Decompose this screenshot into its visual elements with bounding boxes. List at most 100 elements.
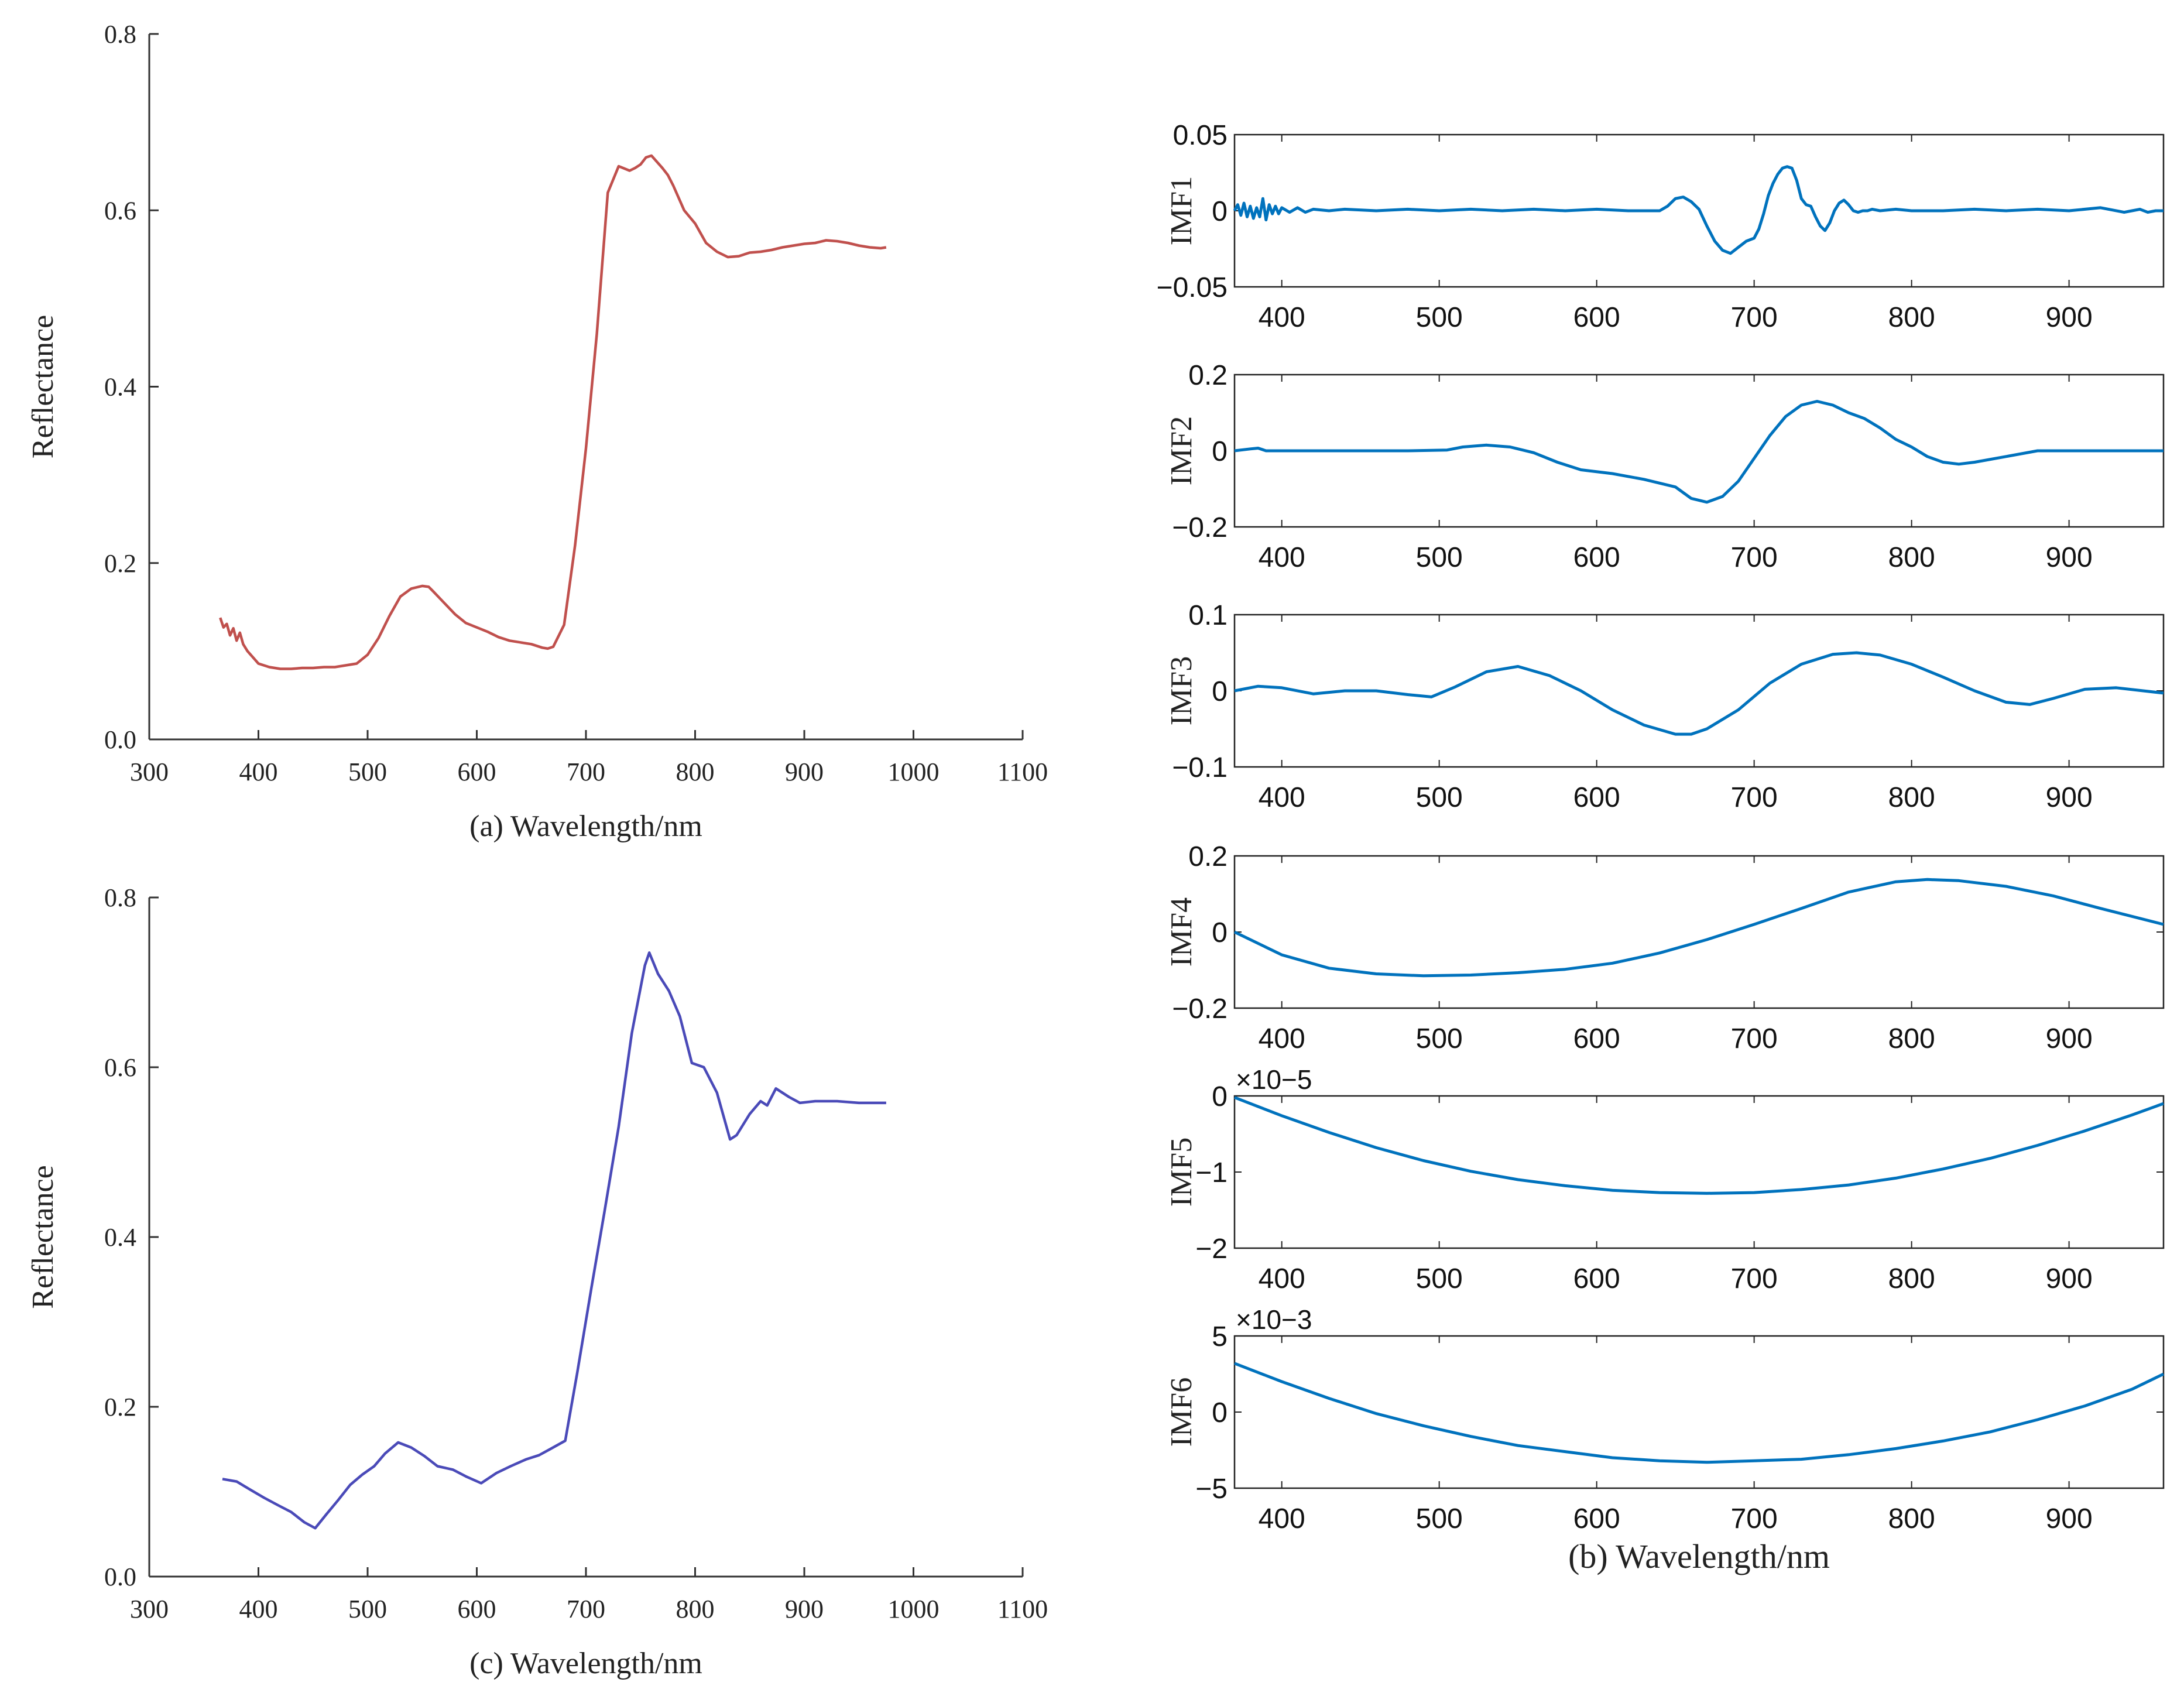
- x-tick-label: 700: [567, 758, 605, 786]
- imf-panel-6: 400 500 600 700 800 900 −5 0 5 IMF6 ×10−3: [1165, 1304, 2165, 1534]
- y-tick-label: 0.6: [104, 196, 136, 225]
- y-tick-label: −0.2: [1172, 512, 1228, 543]
- x-tick-label: 600: [458, 758, 496, 786]
- x-tick-label: 400: [1259, 782, 1305, 813]
- y-tick-label: 0.8: [104, 883, 136, 912]
- x-tick-label: 900: [2046, 1263, 2093, 1294]
- x-tick-label: 700: [1731, 542, 1778, 573]
- x-tick-label: 500: [348, 758, 387, 786]
- x-tick-label: 500: [1416, 302, 1463, 333]
- x-tick-label: 400: [1259, 302, 1305, 333]
- panel-frame: [1233, 1095, 2165, 1249]
- x-tick-label: 600: [1573, 1503, 1620, 1534]
- chart-c-reconstructed-reflectance: 300 400 500 600 700 800 900 1000 1100 0.0 0.2 0.4 0.…: [26, 883, 1048, 1680]
- y-tick-label: −5: [1195, 1474, 1228, 1505]
- imf-series-line: [1233, 878, 2164, 978]
- y-tick-label: 0: [1212, 917, 1228, 948]
- y-axis-title: Reflectance: [26, 315, 60, 458]
- x-tick-label: 600: [1573, 542, 1620, 573]
- y-tick-label: 0: [1212, 676, 1228, 707]
- x-tick-label: 800: [1888, 1023, 1935, 1054]
- y-tick-label: 0.05: [1173, 120, 1228, 151]
- x-axis-title: (a) Wavelength/nm: [469, 810, 702, 843]
- x-tick-label: 500: [1416, 1263, 1463, 1294]
- y-tick-label: 0.8: [104, 20, 136, 49]
- x-tick-label: 900: [2046, 1503, 2093, 1534]
- x-tick-label: 700: [1731, 1023, 1778, 1054]
- imf-panel-4: 400 500 600 700 800 900 −0.2 0 0.2 IMF4: [1165, 841, 2165, 1054]
- x-tick-label: 600: [1573, 782, 1620, 813]
- x-tick-label: 400: [1259, 542, 1305, 573]
- y-tick-label: −0.1: [1172, 752, 1228, 783]
- y-tick-label: −2: [1195, 1234, 1228, 1265]
- x-tick-label: 1100: [997, 1595, 1048, 1623]
- imf-series-line: [1234, 1096, 2164, 1195]
- imf-series-line: [1234, 1362, 2165, 1464]
- x-tick-label: 800: [1888, 1263, 1935, 1294]
- x-tick-label: 700: [1731, 1503, 1778, 1534]
- x-tick-label: 800: [1888, 782, 1935, 813]
- x-tick-label: 700: [1731, 782, 1778, 813]
- y-axis-title: Reflectance: [26, 1165, 60, 1308]
- y-tick-label: 0: [1212, 1397, 1228, 1428]
- x-tick-label: 500: [1416, 1503, 1463, 1534]
- imf-panel-3: 400 500 600 700 800 900 −0.1 0 0.1 IMF3: [1165, 600, 2165, 813]
- imf-panel-1: 400 500 600 700 800 900 −0.05 0 0.05 IMF1: [1157, 120, 2165, 333]
- panel-frame: [1233, 855, 2165, 1009]
- x-tick-label: 300: [130, 758, 169, 786]
- x-tick-label: 900: [2046, 782, 2093, 813]
- x-axis-title: (b) Wavelength/nm: [1568, 1537, 1830, 1575]
- imf-series-line: [1234, 651, 2164, 736]
- y-tick-label: 0: [1212, 196, 1228, 227]
- imf-panel-5: 400 500 600 700 800 900 −2 −1 0 IMF5 ×10−5: [1165, 1064, 2165, 1294]
- x-tick-label: 900: [2046, 1023, 2093, 1054]
- x-tick-label: 500: [1416, 1023, 1463, 1054]
- series-line: [222, 951, 886, 1530]
- x-tick-label: 900: [2046, 302, 2093, 333]
- y-tick-label: 0.1: [1188, 600, 1228, 631]
- x-tick-label: 600: [1573, 1263, 1620, 1294]
- x-tick-label: 800: [1888, 302, 1935, 333]
- exponent-label: ×10−5: [1236, 1064, 1312, 1095]
- imf-series-line: [1234, 400, 2164, 504]
- y-tick-label: 0.0: [104, 1563, 136, 1591]
- y-tick-label: −1: [1195, 1157, 1228, 1188]
- y-axis-title: IMF2: [1165, 416, 1198, 485]
- y-axis-title: IMF1: [1165, 176, 1198, 245]
- x-tick-label: 900: [785, 758, 824, 786]
- x-tick-label: 700: [567, 1595, 605, 1623]
- x-tick-label: 700: [1731, 1263, 1778, 1294]
- y-tick-label: 0: [1212, 436, 1228, 467]
- chart-a-reflectance: 300 400 500 600 700 800 900 1000 1100 0.0 0.2 0.4 0.…: [26, 20, 1048, 843]
- y-tick-label: −0.05: [1157, 272, 1228, 303]
- x-tick-label: 800: [1888, 1503, 1935, 1534]
- y-tick-label: 0.4: [104, 373, 136, 402]
- y-tick-label: 0.2: [1188, 841, 1228, 872]
- x-tick-label: 1100: [997, 758, 1048, 786]
- y-axis-title: IMF4: [1165, 897, 1198, 967]
- x-tick-label: 400: [239, 758, 278, 786]
- y-tick-label: 0: [1212, 1081, 1228, 1112]
- y-tick-label: 5: [1212, 1321, 1228, 1352]
- imf-panel-2: 400 500 600 700 800 900 −0.2 0 0.2 IMF2: [1165, 360, 2165, 573]
- x-tick-label: 400: [1259, 1263, 1305, 1294]
- x-tick-label: 400: [239, 1595, 278, 1623]
- x-tick-label: 500: [348, 1595, 387, 1623]
- y-tick-label: 0.6: [104, 1053, 136, 1082]
- x-tick-label: 1000: [888, 1595, 940, 1623]
- x-tick-label: 400: [1259, 1503, 1305, 1534]
- x-tick-label: 500: [1416, 782, 1463, 813]
- x-tick-label: 800: [1888, 542, 1935, 573]
- y-tick-label: 0.2: [104, 549, 136, 578]
- exponent-label: ×10−3: [1236, 1304, 1312, 1335]
- x-tick-label: 1000: [888, 758, 940, 786]
- x-tick-label: 600: [458, 1595, 496, 1623]
- x-tick-label: 900: [2046, 542, 2093, 573]
- x-tick-label: 400: [1259, 1023, 1305, 1054]
- series-line: [219, 154, 887, 670]
- x-tick-label: 600: [1573, 302, 1620, 333]
- y-tick-label: 0.0: [104, 725, 136, 754]
- x-tick-label: 500: [1416, 542, 1463, 573]
